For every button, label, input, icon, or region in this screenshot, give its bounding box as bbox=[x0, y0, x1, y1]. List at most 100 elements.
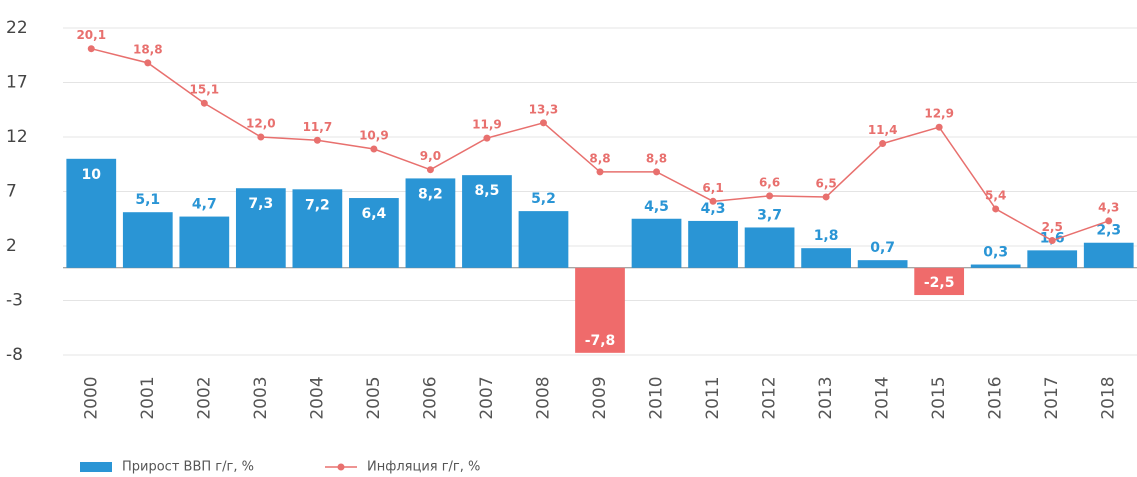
line-label: 18,8 bbox=[133, 42, 163, 56]
line-point bbox=[483, 134, 491, 142]
y-tick-label: -3 bbox=[6, 291, 23, 311]
y-tick-label: 22 bbox=[6, 18, 28, 38]
x-tick-label: 2003 bbox=[251, 376, 271, 419]
x-tick-label: 2006 bbox=[420, 376, 440, 419]
x-tick-label: 2018 bbox=[1099, 376, 1119, 419]
legend-swatch bbox=[80, 462, 112, 472]
bar-label: 6,4 bbox=[361, 206, 386, 222]
bar bbox=[1083, 242, 1134, 268]
line-point bbox=[992, 205, 1000, 213]
x-tick-label: 2005 bbox=[364, 376, 384, 419]
line-label: 10,9 bbox=[359, 128, 389, 142]
x-tick-label: 2014 bbox=[873, 376, 893, 419]
bar bbox=[914, 267, 965, 296]
line-point bbox=[144, 59, 152, 67]
bar bbox=[405, 178, 456, 268]
x-tick-label: 2017 bbox=[1042, 376, 1062, 419]
bar-label: 0,3 bbox=[983, 245, 1008, 261]
line-label: 12,0 bbox=[246, 117, 276, 131]
line-point bbox=[257, 133, 265, 141]
line-point bbox=[822, 193, 830, 201]
x-tick-label: 2009 bbox=[590, 376, 610, 419]
bar-label: 4,3 bbox=[701, 201, 726, 217]
y-tick-label: 12 bbox=[6, 127, 28, 147]
x-tick-label: 2012 bbox=[760, 376, 780, 419]
bar-label: 7,2 bbox=[305, 197, 330, 213]
bar-label: -2,5 bbox=[924, 275, 955, 291]
x-tick-label: 2002 bbox=[194, 376, 214, 419]
line-label: 6,6 bbox=[759, 175, 780, 189]
bar-label: -7,8 bbox=[585, 333, 616, 349]
x-tick-label: 2015 bbox=[929, 376, 949, 419]
y-tick-label: 17 bbox=[6, 73, 28, 93]
bar bbox=[462, 175, 512, 268]
x-tick-label: 2000 bbox=[81, 376, 101, 419]
line-label: 8,8 bbox=[589, 151, 610, 165]
line-point bbox=[766, 192, 774, 200]
bar-label: 4,7 bbox=[192, 197, 217, 213]
legend-label: Инфляция г/г, % bbox=[367, 460, 480, 475]
bar-label: 3,7 bbox=[757, 207, 782, 223]
y-tick-label: 7 bbox=[6, 182, 17, 202]
line-point bbox=[539, 119, 547, 127]
bar-label: 10 bbox=[82, 167, 102, 183]
bar-label: 8,2 bbox=[418, 186, 443, 202]
bar-label: 1,8 bbox=[814, 228, 839, 244]
bar bbox=[688, 220, 738, 268]
line-label: 11,9 bbox=[472, 118, 502, 132]
bar-label: 0,7 bbox=[870, 240, 895, 256]
line-label: 20,1 bbox=[76, 28, 106, 42]
line-label: 4,3 bbox=[1098, 200, 1119, 214]
bar-label: 4,5 bbox=[644, 199, 669, 215]
bar bbox=[801, 248, 851, 268]
line-label: 13,3 bbox=[529, 102, 559, 116]
line-label: 11,7 bbox=[303, 120, 333, 134]
x-tick-label: 2004 bbox=[307, 376, 327, 419]
line-label: 5,4 bbox=[985, 188, 1006, 202]
bar bbox=[744, 227, 795, 268]
line-point bbox=[596, 168, 604, 176]
bar bbox=[179, 216, 230, 268]
line-label: 6,1 bbox=[702, 181, 723, 195]
bar bbox=[857, 260, 908, 268]
y-tick-label: -8 bbox=[6, 345, 23, 365]
x-tick-label: 2013 bbox=[816, 376, 836, 419]
line-point bbox=[200, 99, 208, 107]
bar bbox=[349, 198, 399, 268]
x-tick-label: 2007 bbox=[477, 376, 497, 419]
line-point bbox=[426, 166, 434, 174]
x-tick-label: 2008 bbox=[533, 376, 553, 419]
x-tick-label: 2016 bbox=[986, 376, 1006, 419]
line-point bbox=[1048, 237, 1056, 245]
bar-label: 8,5 bbox=[475, 183, 500, 199]
line-label: 11,4 bbox=[868, 123, 898, 137]
x-tick-label: 2010 bbox=[647, 376, 667, 419]
line-label: 9,0 bbox=[420, 149, 441, 163]
line-label: 15,1 bbox=[190, 83, 220, 97]
bar bbox=[66, 158, 117, 268]
line-label: 12,9 bbox=[924, 107, 954, 121]
bar bbox=[518, 211, 569, 268]
line-point bbox=[709, 197, 717, 205]
line-point bbox=[879, 140, 887, 148]
bar-label: 2,3 bbox=[1096, 223, 1121, 239]
bar-label: 5,1 bbox=[135, 192, 160, 208]
line-point bbox=[1105, 217, 1113, 225]
legend-label: Прирост ВВП г/г, % bbox=[122, 460, 254, 475]
bar bbox=[1027, 250, 1078, 268]
line-point bbox=[935, 123, 943, 131]
y-tick-label: 2 bbox=[6, 236, 17, 256]
line-label: 2,5 bbox=[1042, 220, 1063, 234]
bar bbox=[970, 264, 1021, 268]
bar bbox=[575, 267, 625, 353]
line-label: 8,8 bbox=[646, 151, 667, 165]
line-point bbox=[653, 168, 661, 176]
bar bbox=[122, 212, 173, 268]
legend-swatch bbox=[337, 463, 345, 471]
x-tick-label: 2011 bbox=[703, 376, 723, 419]
bar bbox=[631, 218, 682, 268]
bar bbox=[235, 188, 286, 268]
x-tick-label: 2001 bbox=[138, 376, 158, 419]
line-point bbox=[87, 45, 95, 53]
